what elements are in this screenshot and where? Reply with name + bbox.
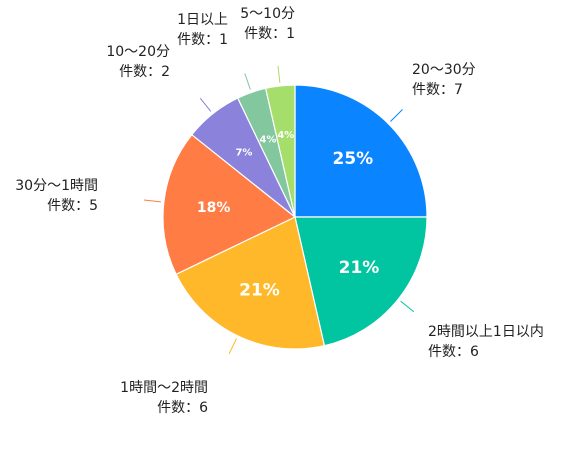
percent-label-slice-2: 21%	[339, 258, 380, 278]
category-label-slice-7: 5〜10分	[240, 6, 295, 22]
pie-slice-3	[175, 216, 326, 350]
callout-line-slice-7	[277, 65, 281, 83]
callout-line-slice-4	[143, 199, 161, 203]
callout-line-slice-5	[199, 97, 212, 112]
percent-label-slice-4: 18%	[197, 200, 231, 216]
count-label-slice-2: 件数：6	[428, 344, 479, 360]
callout-line-slice-3	[228, 338, 237, 355]
percent-label-slice-6: 4%	[259, 134, 276, 145]
pie-slices	[162, 84, 428, 350]
callout-line-slice-1	[390, 109, 403, 122]
count-label-slice-4: 件数：5	[47, 198, 98, 214]
percent-label-slice-5: 7%	[235, 148, 252, 159]
category-label-slice-2: 2時間以上1日以内	[428, 324, 544, 340]
category-label-slice-1: 20〜30分	[412, 62, 476, 78]
callout-line-slice-6	[244, 73, 251, 90]
pie-slice-1	[294, 84, 428, 218]
pie-slice-4	[162, 133, 297, 276]
count-label-slice-5: 件数：2	[119, 64, 170, 80]
count-label-slice-1: 件数：7	[412, 82, 463, 98]
pie-slice-7	[264, 84, 296, 218]
percent-label-slice-1: 25%	[333, 149, 374, 169]
callout-lines	[143, 65, 415, 355]
category-label-slice-5: 10〜20分	[106, 44, 170, 60]
percent-label-slice-3: 21%	[239, 281, 280, 301]
count-label-slice-3: 件数：6	[157, 400, 208, 416]
category-label-slice-6: 1日以上	[177, 12, 228, 28]
count-label-slice-6: 件数：1	[177, 32, 228, 48]
percent-label-slice-7: 4%	[277, 130, 294, 141]
callout-line-slice-2	[400, 300, 415, 313]
category-label-slice-4: 30分〜1時間	[15, 178, 98, 194]
pie-slice-2	[294, 216, 428, 347]
count-label-slice-7: 件数：1	[244, 26, 295, 42]
percent-labels: 25% 21% 21% 18% 7% 4% 4%	[197, 130, 379, 301]
category-label-slice-3: 1時間〜2時間	[120, 380, 208, 396]
callout-labels: 20〜30分件数：72時間以上1日以内件数：61時間〜2時間件数：630分〜1時…	[15, 6, 544, 416]
